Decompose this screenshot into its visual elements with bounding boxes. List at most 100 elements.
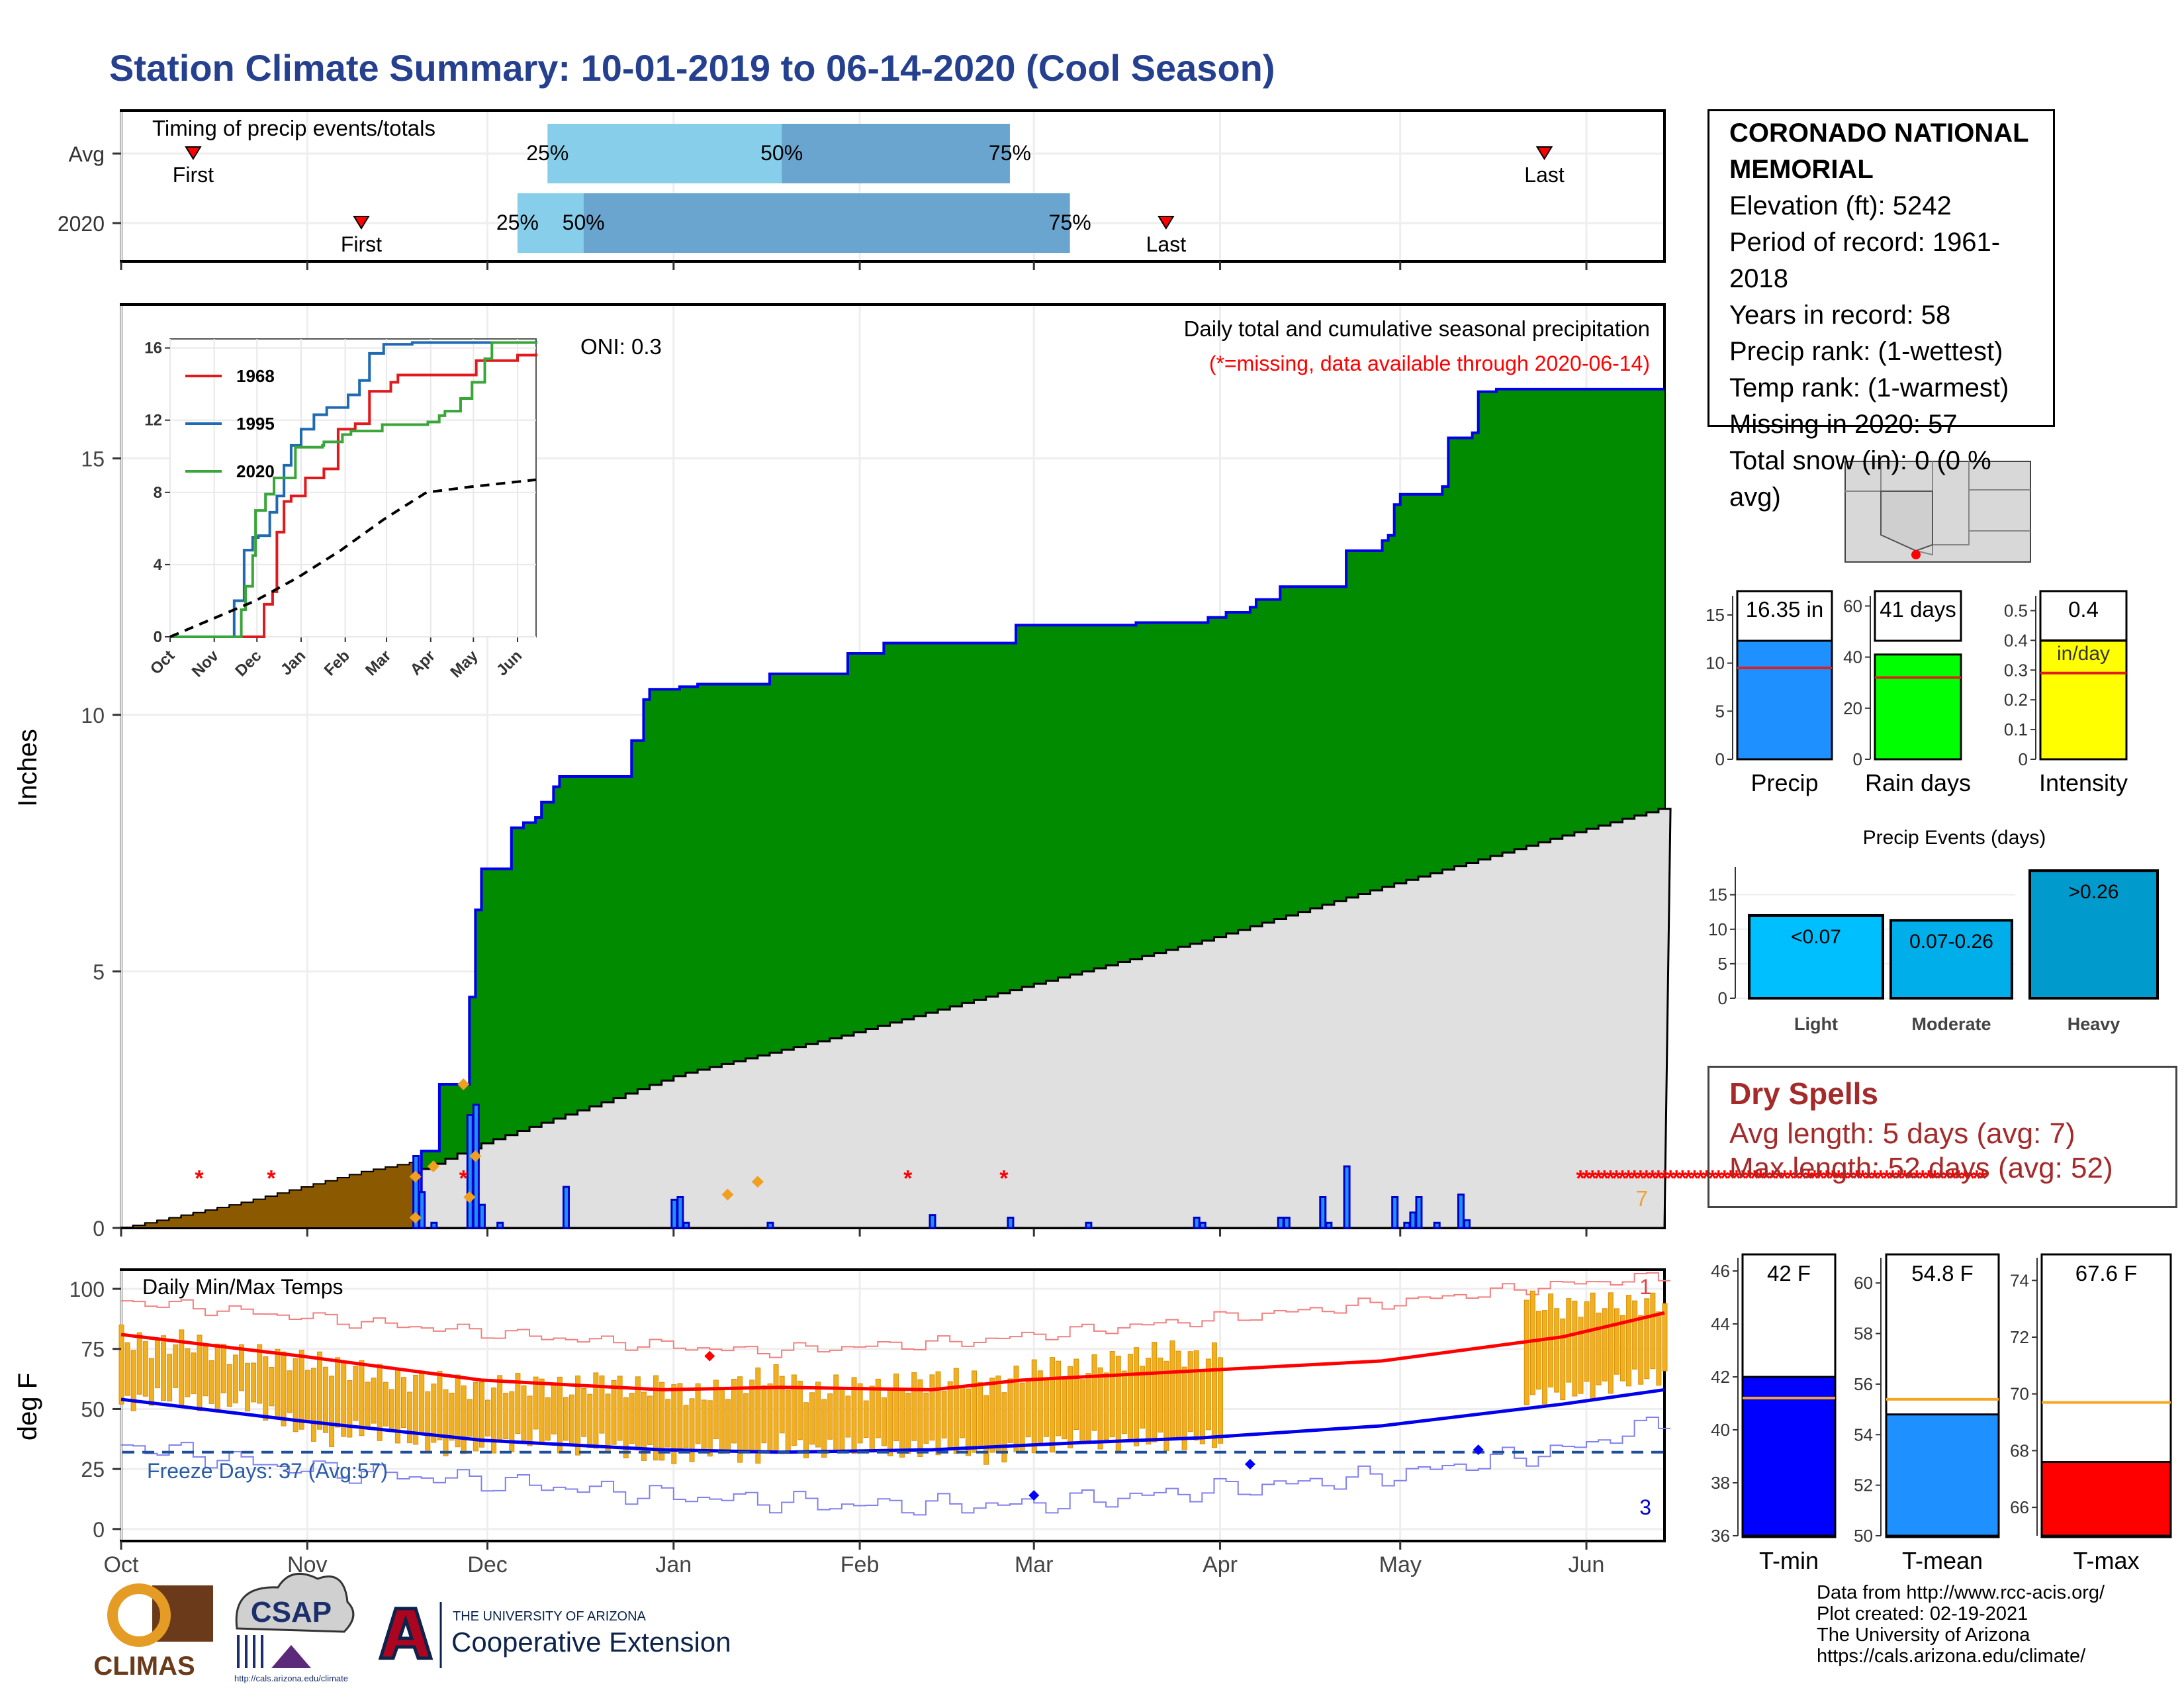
daily-temp-bar (989, 1378, 995, 1453)
daily-temp-bar (449, 1392, 455, 1441)
daily-temp-bar (485, 1399, 491, 1436)
inset-series-1995 (170, 340, 537, 638)
source-note-line: https://cals.arizona.edu/climate/ (1817, 1646, 2086, 1667)
month-label: Apr (1203, 1552, 1238, 1577)
daily-temp-bar (1068, 1366, 1073, 1448)
summary-ytick-label: 0.4 (2004, 630, 2028, 650)
temp-summary-label: T-max (2073, 1547, 2139, 1574)
summary-ytick-label: 44 (1711, 1314, 1730, 1334)
missing-data-marker: * (195, 1166, 204, 1192)
summary-bar (1741, 1376, 1837, 1537)
timing-q50-label: 50% (760, 141, 803, 165)
daily-temp-bar (539, 1378, 545, 1445)
daily-precip-bar (1283, 1217, 1291, 1229)
summary-bar-charts: 0 5 10 15 16.35 in Precip 0 20 40 60 41 days Rain d… (1706, 590, 2128, 796)
daily-temp-bar (875, 1378, 881, 1438)
daily-temp-bar (220, 1344, 226, 1393)
precip-subtitle: (*=missing, data available through 2020-… (1209, 352, 1650, 375)
daily-temp-bar (785, 1389, 791, 1452)
dry-spells-avg: Avg length: 5 days (avg: 7) (1729, 1117, 2075, 1150)
missing-data-marker: * (1684, 1166, 1694, 1192)
timing-q25-label: 25% (526, 141, 569, 165)
source-note-line: Plot created: 02-19-2021 (1817, 1603, 2028, 1624)
daily-temp-bar (695, 1383, 701, 1444)
daily-temp-bar (743, 1393, 749, 1452)
events-category-label: Light (1794, 1014, 1838, 1034)
daily-temp-bar (959, 1385, 965, 1438)
daily-precip-bar (1085, 1221, 1093, 1229)
daily-temp-bar (1133, 1347, 1139, 1446)
timing-q75-label: 75% (989, 141, 1031, 165)
ua-logo: THE UNIVERSITY OF ARIZONA Cooperative Ex… (378, 1602, 731, 1668)
daily-flag-marker (409, 1170, 422, 1183)
missing-data-marker: * (1660, 1166, 1669, 1192)
daily-temp-bar (659, 1382, 665, 1461)
summary-ytick-label: 42 (1711, 1367, 1730, 1387)
missing-data-marker: * (1876, 1166, 1886, 1192)
daily-temp-bar (1211, 1342, 1217, 1448)
daily-temp-bar (995, 1376, 1001, 1452)
temps-title: Daily Min/Max Temps (142, 1275, 343, 1299)
timing-first-marker (353, 216, 370, 230)
missing-data-marker: * (1931, 1166, 1940, 1192)
daily-temp-bar (1019, 1382, 1025, 1453)
daily-precip-bar (418, 1191, 426, 1229)
daily-precip-bar (496, 1221, 504, 1229)
daily-temp-bar (353, 1366, 359, 1421)
daily-temp-bar (1037, 1370, 1043, 1445)
summary-bar (1885, 1413, 2000, 1537)
daily-temp-bar (509, 1391, 515, 1452)
summary-value-text: 0.4 (2068, 597, 2099, 622)
daily-temp-bar (821, 1399, 827, 1458)
daily-temp-bar (575, 1375, 581, 1456)
summary-value-box (2039, 590, 2128, 642)
daily-temp-bar (1140, 1366, 1146, 1429)
summary-ytick-label: 60 (1854, 1273, 1873, 1293)
timing-q25-label: 25% (496, 211, 539, 234)
daily-temp-bar (515, 1373, 521, 1434)
daily-temp-bar (269, 1366, 275, 1407)
daily-temp-bar (407, 1391, 413, 1444)
daily-temp-bar (857, 1383, 863, 1444)
inset-ytick-label: 8 (154, 484, 162, 502)
temps-ytick-label: 75 (81, 1338, 105, 1362)
missing-data-marker: * (1624, 1166, 1633, 1192)
daily-precip-bar (766, 1221, 774, 1229)
daily-temp-bar (371, 1378, 377, 1424)
daily-temp-bar (1602, 1308, 1608, 1382)
daily-temp-bar (191, 1352, 197, 1395)
daily-temp-bar (431, 1383, 437, 1443)
summary-ytick-label: 0 (1715, 749, 1725, 769)
source-note-line: The University of Arizona (1817, 1624, 2030, 1646)
summary-ytick-label: 46 (1711, 1261, 1730, 1281)
missing-data-marker: * (1828, 1166, 1837, 1192)
summary-ytick-label: 36 (1711, 1526, 1730, 1546)
daily-temp-bar (1175, 1350, 1181, 1438)
missing-data-marker: * (1606, 1166, 1615, 1192)
daily-temp-bar (557, 1376, 563, 1454)
daily-temp-bar (478, 1382, 484, 1448)
csap-bars-icon (237, 1635, 263, 1668)
summary-ytick-label: 74 (2010, 1270, 2029, 1290)
daily-temp-bar (1199, 1371, 1205, 1444)
events-ytick-label: 0 (1718, 988, 1727, 1008)
daily-temp-bar (1619, 1315, 1625, 1382)
summary-value-box (1736, 590, 1833, 642)
daily-flag-marker (721, 1188, 734, 1201)
daily-temp-bar (298, 1350, 304, 1430)
daily-temp-bar (1181, 1366, 1187, 1450)
timing-chart: Avg 25% 50% 75% First Last 2020 25% 50% 75% First L… (58, 109, 1666, 270)
daily-temp-bar (400, 1377, 406, 1429)
daily-temp-bar (1548, 1293, 1554, 1387)
missing-data-marker: * (1648, 1166, 1657, 1192)
summary-bar (2039, 639, 2128, 761)
daily-temp-bar (827, 1393, 833, 1440)
daily-temp-bar (851, 1377, 857, 1454)
month-label: Feb (841, 1552, 880, 1577)
daily-temp-bar (755, 1367, 761, 1464)
summary-ytick-label: 58 (1854, 1324, 1873, 1344)
missing-data-marker: * (1978, 1166, 1987, 1192)
missing-data-marker: * (1600, 1166, 1610, 1192)
daily-precip-bar (670, 1198, 678, 1229)
daily-temp-bar (359, 1360, 365, 1436)
